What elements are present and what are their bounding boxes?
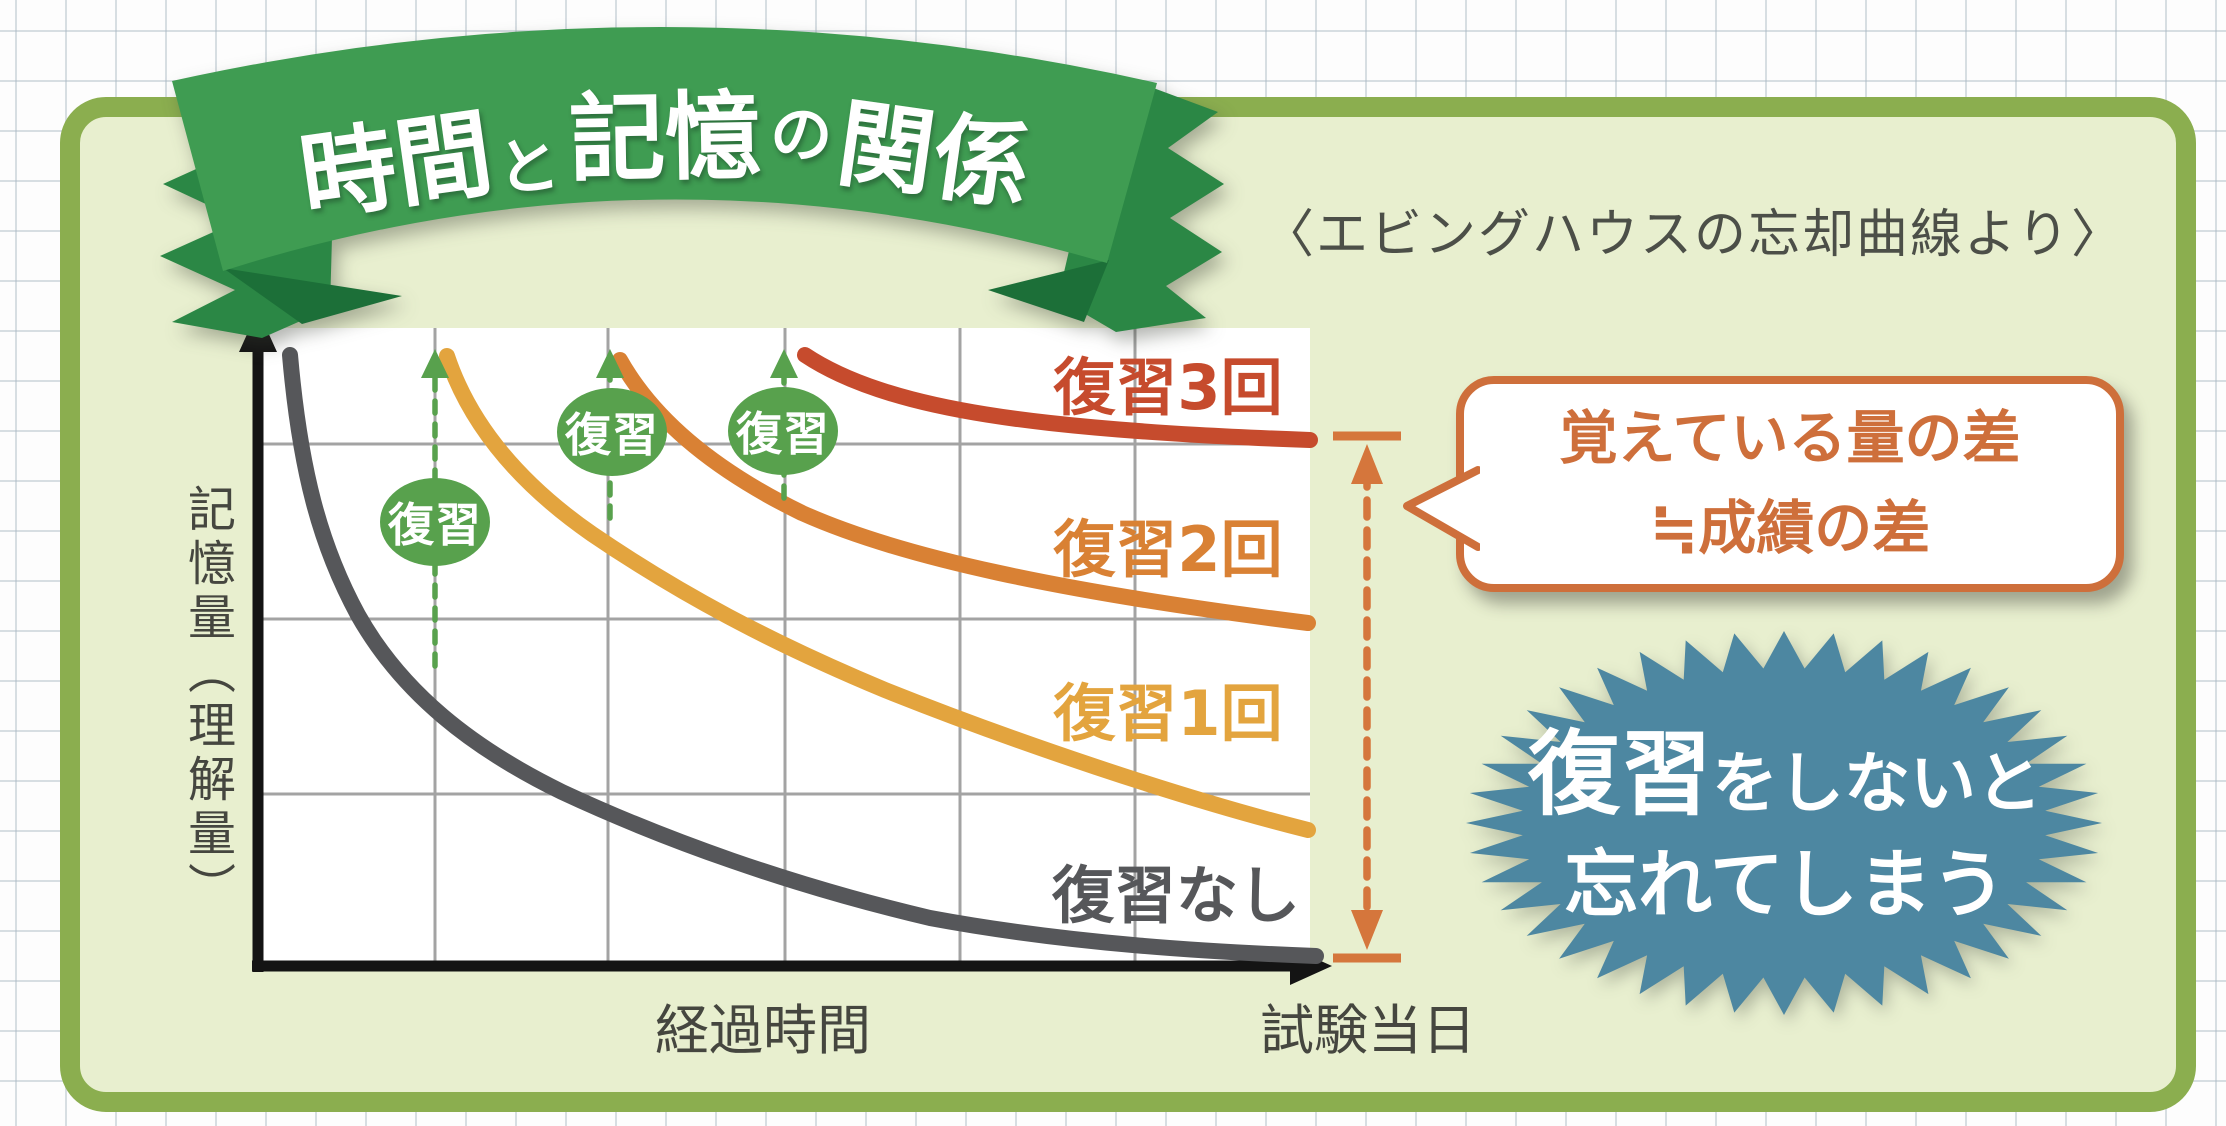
review-badge: 復習 bbox=[380, 478, 490, 566]
starburst-line-2: 忘れてしまう bbox=[1564, 842, 2006, 928]
title-part: 時間 bbox=[293, 97, 500, 235]
y-axis-label: 記憶量（理解量） bbox=[179, 484, 235, 916]
review-badge: 復習 bbox=[557, 388, 667, 476]
score-gap-speech-bubble: 覚えている量の差 ≒成績の差 bbox=[1456, 376, 2124, 592]
curve-label-review-3: 復習3回 bbox=[1053, 351, 1283, 424]
speech-bubble-tail-icon bbox=[1403, 466, 1480, 551]
starburst-shape bbox=[1466, 631, 2102, 1015]
title-part: 記憶 bbox=[568, 80, 763, 196]
starburst-line1-rest: をしないと bbox=[1712, 745, 2042, 822]
decay-curves bbox=[282, 347, 1324, 964]
x-axis-end-label: 試験当日 bbox=[1260, 999, 1476, 1062]
curve-review-1 bbox=[439, 348, 1316, 838]
ribbon-shapes bbox=[160, 26, 1224, 338]
curve-label-review-1: 復習1回 bbox=[1053, 677, 1283, 750]
curve-label-review-2: 復習2回 bbox=[1053, 513, 1283, 586]
ribbon-band bbox=[172, 26, 1157, 271]
bubble-line-1: 覚えている量の差 bbox=[1559, 404, 2021, 473]
review-arrowhead-icon bbox=[596, 349, 624, 378]
down-arrowhead-icon bbox=[1351, 910, 1383, 950]
starburst-emphasis: 復習 bbox=[1527, 721, 1712, 828]
ribbon-right-fold bbox=[988, 260, 1109, 322]
x-axis-label: 経過時間 bbox=[655, 999, 871, 1062]
review-badge: 復習 bbox=[728, 387, 838, 475]
bubble-line-2: ≒成績の差 bbox=[1649, 494, 1931, 562]
starburst-message: 復習をしないと 忘れてしまう bbox=[1464, 722, 2106, 933]
ribbon-left-fold bbox=[223, 268, 402, 324]
score-gap-measure-arrow bbox=[1333, 431, 1401, 963]
curve-review-3 bbox=[797, 347, 1318, 448]
up-arrowhead-icon bbox=[1351, 444, 1383, 484]
curve-no-review bbox=[282, 347, 1324, 964]
page-title: 時間 と 記憶 の 関係 bbox=[170, 30, 1160, 234]
review-arrowhead-icon bbox=[770, 349, 798, 378]
curve-review-2 bbox=[612, 352, 1316, 631]
subtitle: 〈エビングハウスの忘却曲線より〉 bbox=[1262, 205, 2125, 265]
curve-label-no-review: 復習なし bbox=[1051, 859, 1301, 932]
review-arrowhead-icon bbox=[421, 349, 449, 378]
title-part: と bbox=[494, 127, 563, 206]
title-part: 関係 bbox=[830, 87, 1037, 225]
title-part: の bbox=[767, 95, 835, 174]
